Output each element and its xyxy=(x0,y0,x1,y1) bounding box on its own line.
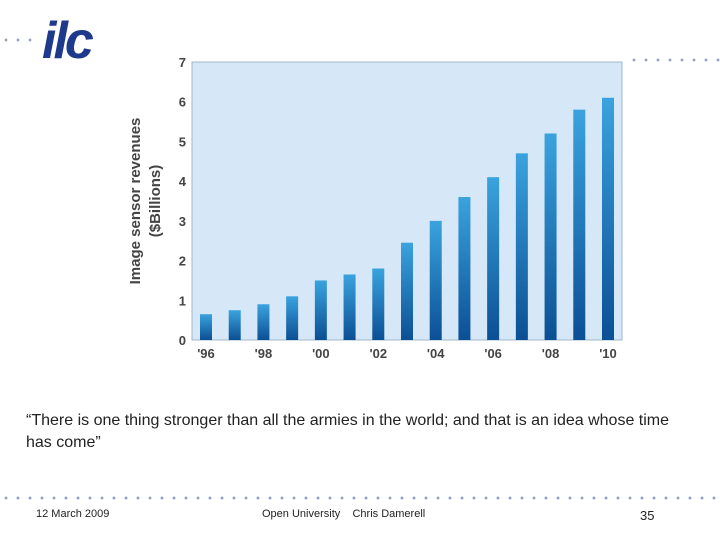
y-tick-label: 4 xyxy=(179,174,187,189)
bar-2004 xyxy=(429,220,442,340)
bar-2003 xyxy=(401,242,413,340)
bar-2009 xyxy=(573,109,586,341)
bar-1996 xyxy=(200,314,212,340)
y-axis-label-line-1: Image sensor revenues xyxy=(127,118,144,285)
top-dot-row-left xyxy=(0,38,36,42)
bar-2001 xyxy=(343,274,356,340)
x-tick-label: '04 xyxy=(427,346,445,361)
y-tick-label: 2 xyxy=(179,254,186,269)
y-tick-label: 5 xyxy=(179,134,186,149)
bar-2005 xyxy=(458,197,471,340)
bar-1998 xyxy=(257,304,270,340)
y-tick-label: 3 xyxy=(179,214,186,229)
footer-date: 12 March 2009 xyxy=(36,508,110,520)
y-axis-label-line-2: ($Billions) xyxy=(147,165,164,238)
x-tick-label: '00 xyxy=(312,346,330,361)
bar-1997 xyxy=(228,310,241,340)
bar-2010 xyxy=(602,97,614,340)
revenue-bar-chart: 0 1 2 3 4 5 6 7 '96 '98 '00 '02 '04 '06 '08 '10 Image … xyxy=(127,55,623,361)
ilc-logo-icon: ilc xyxy=(42,12,97,68)
quote-text: “There is one thing stronger than all th… xyxy=(26,412,670,451)
bar-2002 xyxy=(372,268,385,340)
bar-2000 xyxy=(314,280,327,340)
bar-2007 xyxy=(515,153,528,340)
bar-1999 xyxy=(286,296,299,340)
x-tick-label: '10 xyxy=(599,346,617,361)
bar-2006 xyxy=(487,177,500,340)
x-tick-label: '02 xyxy=(370,346,388,361)
footer-presenter: Open University Chris Damerell xyxy=(262,508,426,520)
logo-text: ilc xyxy=(42,12,94,68)
bar-2008 xyxy=(544,133,557,340)
x-tick-label: '96 xyxy=(197,346,215,361)
y-tick-label: 0 xyxy=(179,333,186,348)
x-tick-label: '06 xyxy=(484,346,502,361)
y-tick-label: 1 xyxy=(179,293,186,308)
x-tick-label: '98 xyxy=(255,346,273,361)
bottom-dot-row xyxy=(0,496,720,500)
y-tick-label: 6 xyxy=(179,95,186,110)
y-tick-label: 7 xyxy=(179,55,186,70)
top-dot-row-right xyxy=(628,58,720,62)
page-number: 35 xyxy=(640,508,655,523)
x-tick-label: '08 xyxy=(542,346,560,361)
